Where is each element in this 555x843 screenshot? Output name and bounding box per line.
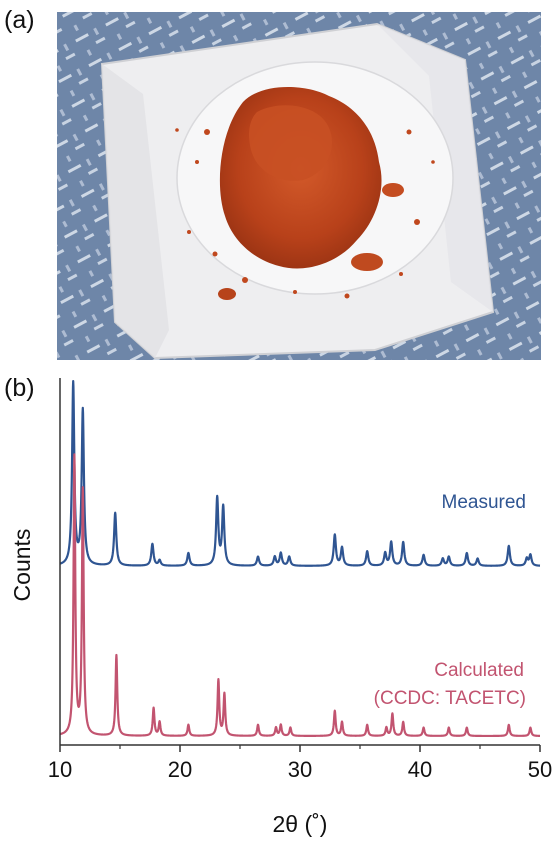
powder-clump (218, 288, 236, 300)
series-line-calculated (59, 453, 541, 738)
x-tick-label: 20 (168, 757, 192, 782)
x-tick-label: 10 (48, 757, 72, 782)
xrd-chart: 10 20 30 40 50 2θ (˚) Counts Measured Calcul… (9, 378, 552, 837)
paper-fold-right (377, 24, 493, 312)
x-tick-label: 30 (288, 757, 312, 782)
legend-calculated: Calculated (434, 660, 524, 681)
y-axis-label: Counts (9, 529, 35, 602)
panel-b-label: (b) (4, 374, 35, 402)
legend-measured: Measured (442, 492, 527, 513)
powder-clump (351, 253, 383, 271)
x-tick-label: 50 (528, 757, 552, 782)
legend-calculated-sub: (CCDC: TACETC) (374, 688, 526, 709)
paper-fold (102, 64, 169, 358)
panel-a-label: (a) (4, 6, 35, 34)
powder-specks (175, 128, 435, 299)
x-tick-label: 40 (408, 757, 432, 782)
powder-photo (57, 12, 541, 360)
powder-mound (249, 105, 333, 181)
series-line-measured (59, 379, 541, 567)
x-axis-label: 2θ (˚) (273, 811, 328, 837)
powder-clump (382, 183, 404, 197)
